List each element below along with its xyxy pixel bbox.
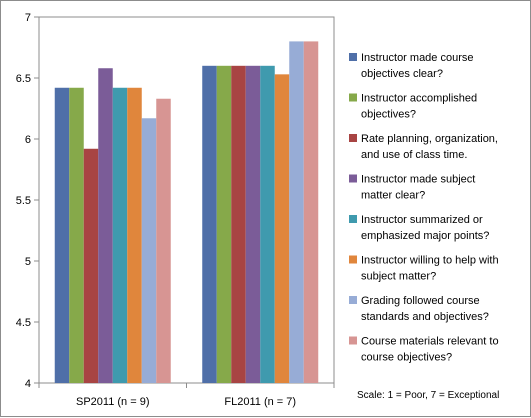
x-category-label: FL2011 (n = 7) [224,396,296,408]
legend-label: emphasized major points? [361,230,489,242]
legend-label: Instructor made subject [361,174,475,186]
bar [245,65,261,384]
bar [260,65,275,384]
legend-label: Rate planning, organization, [361,133,498,145]
legend-swatch [349,296,357,304]
legend-label: matter clear? [361,190,425,202]
bar [83,148,99,383]
y-tick-label: 5 [25,256,31,268]
bar [54,87,70,383]
bar [231,65,246,384]
legend-swatch [349,134,357,142]
legend-label: Course materials relevant to [361,336,499,348]
legend-label: subject matter? [361,271,436,283]
bar [98,68,113,384]
bar [141,118,157,383]
bar [274,74,290,383]
scale-note: Scale: 1 = Poor, 7 = Exceptional [357,390,499,401]
legend-label: objectives clear? [361,68,443,80]
legend-label: Grading followed course [361,295,480,307]
y-tick-label: 4.5 [16,317,31,329]
x-axis: SP2011 (n = 9) FL2011 (n = 7) [38,383,335,408]
legend-label: Instructor made course [361,52,474,64]
legend-label: Instructor willing to help with [361,255,499,267]
y-tick-label: 4 [25,378,31,390]
legend-label: Instructor summarized or [361,214,483,226]
legend: Instructor made course objectives clear? I… [349,52,499,364]
y-tick-label: 7 [25,12,31,24]
legend-swatch [349,53,357,61]
legend-label: and use of class time. [361,149,467,161]
legend-label: Instructor accomplished [361,93,477,105]
bar [112,87,128,383]
bar [202,65,217,384]
legend-swatch [349,336,357,345]
legend-swatch [349,174,357,183]
bar [289,41,304,384]
bar [69,87,84,383]
y-tick-label: 6.5 [16,73,31,85]
legend-label: objectives? [361,109,416,121]
legend-swatch [349,215,357,223]
legend-swatch [349,255,357,264]
y-tick-label: 5.5 [16,195,31,207]
x-category-label: SP2011 (n = 9) [76,396,149,408]
y-tick-label: 6 [25,134,31,146]
legend-label: course objectives? [361,352,452,364]
bar [216,65,232,384]
bar [127,87,142,383]
y-axis: 4 4.5 5 5.5 6 6.5 7 [16,12,39,390]
bar [303,41,319,384]
bars [54,41,319,384]
legend-label: standards and objectives? [361,311,489,323]
bar [156,98,171,384]
legend-swatch [349,93,357,102]
